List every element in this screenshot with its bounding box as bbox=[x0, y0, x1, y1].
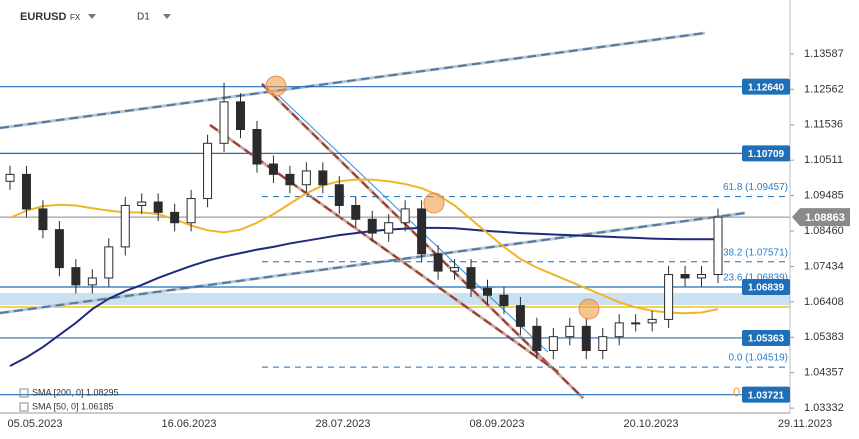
candle-body bbox=[367, 218, 377, 234]
price-box-label: 1.10709 bbox=[748, 149, 785, 160]
candle-body bbox=[680, 274, 690, 279]
y-tick-label: 1.09485 bbox=[804, 190, 844, 202]
price-box bbox=[742, 278, 790, 295]
candle-body bbox=[137, 201, 147, 206]
candle-body bbox=[351, 204, 361, 220]
price-box bbox=[742, 386, 790, 403]
candle-body bbox=[532, 325, 542, 351]
y-tick-label: 1.04357 bbox=[804, 367, 844, 379]
price-box-label: 1.12640 bbox=[748, 82, 785, 93]
x-tick-label: 05.05.2023 bbox=[7, 418, 62, 430]
price-box-label: 1.05363 bbox=[748, 334, 785, 345]
price-box bbox=[742, 329, 790, 346]
symbol[interactable]: EURUSD bbox=[20, 11, 67, 23]
timeframe[interactable]: D1 bbox=[137, 12, 150, 23]
candle-body bbox=[647, 318, 657, 324]
candle-body bbox=[5, 173, 15, 182]
touch-marker bbox=[578, 298, 600, 320]
y-tick-label: 1.08460 bbox=[804, 225, 844, 237]
y-tick-label: 1.05383 bbox=[804, 331, 844, 343]
sma-line bbox=[9, 226, 718, 367]
dropdown-arrow[interactable] bbox=[88, 14, 96, 19]
candle-body bbox=[631, 322, 641, 325]
candle-body bbox=[186, 198, 196, 224]
y-tick-label: 1.07434 bbox=[804, 260, 844, 272]
legend-icon bbox=[19, 402, 29, 412]
last-price-label: 1.08863 bbox=[805, 212, 845, 224]
candle-body bbox=[664, 274, 674, 320]
candle-body bbox=[318, 170, 328, 186]
last-price-box bbox=[792, 208, 850, 227]
candle-body bbox=[38, 208, 48, 231]
fib-label: 23.6 (1.06839) bbox=[723, 273, 788, 284]
candle-body bbox=[697, 274, 707, 279]
candle-body bbox=[153, 201, 163, 213]
candle-body bbox=[252, 128, 262, 165]
y-tick-label: 1.13587 bbox=[804, 48, 844, 60]
dropdown-arrow[interactable] bbox=[163, 14, 171, 19]
y-tick-label: 1.03332 bbox=[804, 402, 844, 414]
candle-body bbox=[598, 336, 608, 351]
candle-body bbox=[54, 229, 64, 269]
candle-body bbox=[334, 184, 344, 206]
candle-body bbox=[614, 322, 624, 338]
candle-body bbox=[203, 142, 213, 200]
y-tick-label: 1.06408 bbox=[804, 296, 844, 308]
candle-body bbox=[71, 267, 81, 286]
candle-body bbox=[417, 208, 427, 255]
x-tick-label: 29.11.2023 bbox=[778, 418, 832, 430]
candle-body bbox=[87, 277, 97, 286]
legend-entry: SMA [200, 0] 1.08295 bbox=[32, 387, 119, 397]
y-tick-label: 1.12562 bbox=[804, 83, 844, 95]
channel-line bbox=[209, 124, 559, 373]
candle-body bbox=[450, 267, 460, 272]
x-tick-label: 08.09.2023 bbox=[469, 418, 524, 430]
candle-body bbox=[301, 170, 311, 186]
candle-body bbox=[384, 222, 394, 234]
market: FX bbox=[70, 13, 81, 22]
fib-label: 61.8 (1.09457) bbox=[723, 182, 788, 193]
price-box-label: 1.03721 bbox=[748, 390, 785, 401]
x-tick-label: 16.06.2023 bbox=[161, 418, 216, 430]
candle-body bbox=[482, 287, 492, 296]
candle-body bbox=[219, 101, 229, 144]
x-tick-label: 20.10.2023 bbox=[623, 418, 678, 430]
candle-body bbox=[565, 325, 575, 338]
candle-body bbox=[400, 208, 410, 224]
candle-body bbox=[170, 211, 180, 224]
price-box bbox=[742, 145, 790, 162]
candle-body bbox=[713, 216, 723, 276]
trend-line bbox=[0, 32, 706, 129]
legend-icon bbox=[19, 388, 29, 398]
legend-entry: SMA [50, 0] 1.06185 bbox=[32, 401, 114, 411]
candle-body bbox=[268, 163, 278, 175]
price-box bbox=[742, 78, 790, 95]
fib-label: 0.0 (1.04519) bbox=[729, 353, 789, 364]
candle-body bbox=[466, 267, 476, 289]
price-box-label: 1.06839 bbox=[748, 283, 785, 294]
fib-label: 38.2 (1.07571) bbox=[723, 247, 788, 258]
trend-line bbox=[0, 211, 746, 315]
touch-marker bbox=[265, 75, 287, 97]
candle-body bbox=[581, 325, 591, 351]
candle-body bbox=[120, 204, 130, 248]
x-tick-label: 28.07.2023 bbox=[315, 418, 370, 430]
candle-body bbox=[285, 173, 295, 186]
candle-body bbox=[433, 253, 443, 272]
y-tick-label: 1.10511 bbox=[804, 154, 843, 166]
candle-body bbox=[21, 173, 31, 210]
plot bbox=[0, 82, 790, 396]
candle-body bbox=[548, 336, 558, 351]
candle-body bbox=[236, 101, 246, 130]
candle-body bbox=[499, 294, 509, 307]
candle-body bbox=[515, 305, 525, 327]
touch-marker bbox=[423, 192, 445, 214]
y-tick-label: 1.11536 bbox=[804, 119, 843, 131]
candle-body bbox=[104, 246, 114, 279]
channel-mid bbox=[277, 94, 549, 353]
